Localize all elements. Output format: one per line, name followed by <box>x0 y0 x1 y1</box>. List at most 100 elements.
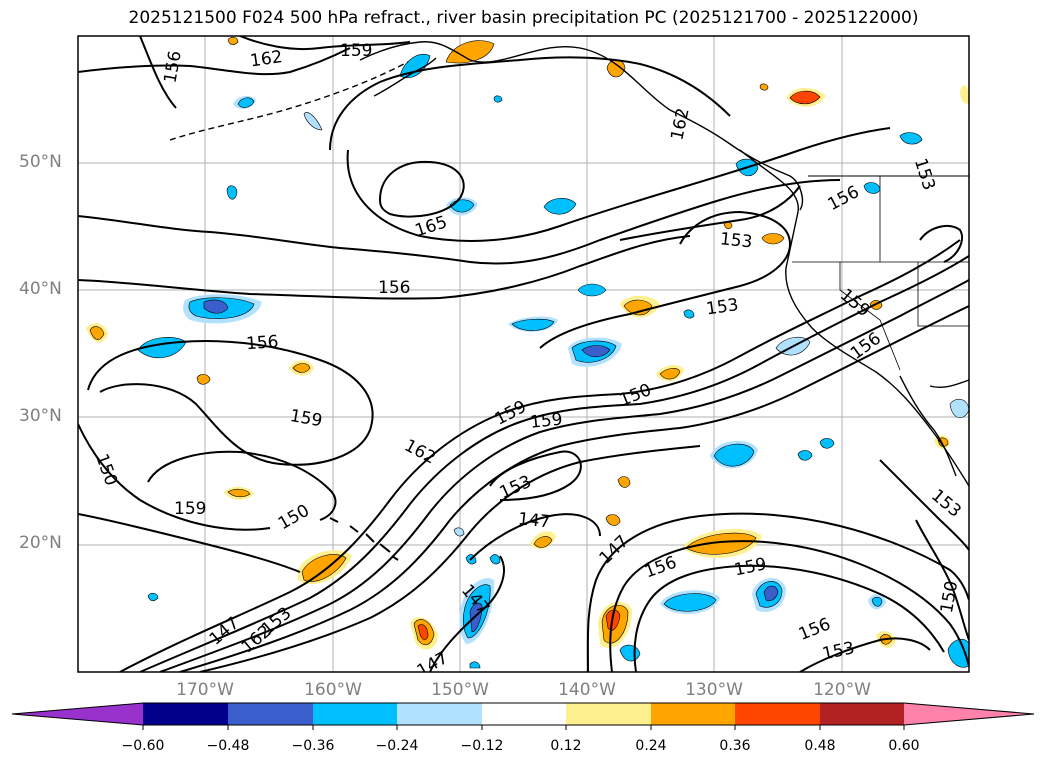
contour-label: 147 <box>414 648 452 682</box>
colorbar-tick-label: 0.48 <box>804 738 836 754</box>
precip-patch <box>683 309 695 319</box>
contour-label: 162 <box>667 106 693 142</box>
contour-label: 162 <box>249 47 284 71</box>
contour-label: 150 <box>937 579 962 614</box>
contour-line <box>799 637 931 672</box>
alaska-peninsula <box>373 57 437 97</box>
colorbar-tick-label: −0.48 <box>206 738 250 754</box>
colorbar-tick-label: 0.24 <box>635 738 667 754</box>
contour-line <box>119 239 961 672</box>
contour-line <box>78 47 351 76</box>
contour-label: 150 <box>91 451 121 488</box>
precip-patch <box>863 182 881 194</box>
contour-line <box>139 255 969 672</box>
colorbar-segment <box>820 703 904 725</box>
chart-title: 2025121500 F024 500 hPa refract., river … <box>128 8 919 28</box>
precip-patch <box>605 514 621 526</box>
contour-line <box>879 459 969 551</box>
precip-patch <box>89 326 105 340</box>
colorbar-tick-label: 0.60 <box>888 738 920 754</box>
precip-patch <box>417 624 429 640</box>
alaska-coast <box>359 41 804 211</box>
contour-label: 153 <box>719 229 753 252</box>
colorbar-tick-label: −0.60 <box>121 738 165 754</box>
contour-label-group: 162 159 156 165 156 156 159 159 150 159 … <box>91 41 965 682</box>
colorbar-segment <box>735 703 820 725</box>
contour-line <box>539 210 792 349</box>
precip-patch <box>789 90 821 105</box>
precip-patch <box>947 638 969 668</box>
contour-label: 147 <box>596 532 633 569</box>
precip-patch <box>469 602 483 633</box>
precip-patch <box>493 95 503 103</box>
precip-patch <box>445 40 495 64</box>
precip-patch <box>147 592 159 602</box>
contour-label: 159 <box>733 554 769 580</box>
contour-label: 159 <box>288 406 323 431</box>
contour-label: 156 <box>245 332 279 354</box>
precip-patch <box>511 318 555 331</box>
precip-patch <box>759 83 769 91</box>
coastlines <box>169 41 969 561</box>
contour-line <box>78 423 271 531</box>
colorbar-segment <box>397 703 482 725</box>
contour-line <box>199 445 701 672</box>
precip-patch <box>871 596 883 607</box>
precip-patch <box>763 585 779 602</box>
colorbar-tick-label: −0.24 <box>375 738 419 754</box>
colorbar-segment <box>313 703 397 725</box>
precip-patch <box>619 644 641 662</box>
contour-label: 156 <box>642 553 679 583</box>
contour-line <box>329 56 731 151</box>
precip-patch <box>203 299 229 314</box>
precip-patch <box>227 36 239 46</box>
contour-line <box>346 127 891 242</box>
lon-label-160w: 160°W <box>304 680 362 700</box>
lon-label-140w: 140°W <box>558 680 616 700</box>
colorbar-tick-label: 0.36 <box>719 738 751 754</box>
colorbar-arrow-right <box>904 703 1034 725</box>
precip-patch <box>453 527 465 537</box>
precip-patch <box>797 450 813 461</box>
colorbar-tick-label: −0.36 <box>291 738 335 754</box>
contour-line <box>609 540 969 672</box>
contour-label: 156 <box>847 329 885 364</box>
contour-label: 156 <box>160 49 185 84</box>
contour-label: 153 <box>705 295 740 319</box>
contour-label: 150 <box>617 380 655 411</box>
contour-line <box>139 36 177 109</box>
colorbar <box>11 702 1035 730</box>
precip-patch <box>577 283 607 297</box>
precip-patch <box>899 132 923 145</box>
contour-line <box>633 564 945 672</box>
contour-label: 150 <box>275 501 313 535</box>
contour-label: 153 <box>821 638 857 664</box>
contour-label: 156 <box>796 614 834 645</box>
contour-line <box>489 450 582 501</box>
contour-line <box>78 513 301 573</box>
contour-line <box>239 36 411 51</box>
precip-patch <box>949 398 969 418</box>
lon-label-130w: 130°W <box>685 680 743 700</box>
precip-patch <box>761 233 785 245</box>
contour-line <box>429 555 505 672</box>
contour-label: 153 <box>927 486 965 522</box>
map-frame <box>77 35 970 673</box>
colorbar-segment <box>228 703 313 725</box>
precip-patch <box>659 368 681 380</box>
bc-coast <box>739 149 799 213</box>
contour-label: 162 <box>401 436 439 469</box>
refractivity-contours <box>78 36 969 672</box>
precip-patch <box>227 488 251 498</box>
precip-patch <box>399 54 431 78</box>
precip-patch <box>617 476 631 488</box>
contour-label: 156 <box>378 278 410 298</box>
contour-line <box>179 305 969 672</box>
baja-coast <box>899 375 957 477</box>
lon-label-150w: 150°W <box>431 680 489 700</box>
contour-label: 153 <box>910 156 939 193</box>
lat-label-40n: 40°N <box>19 279 62 299</box>
precip-patch <box>960 85 969 104</box>
lat-label-20n: 20°N <box>19 533 62 553</box>
